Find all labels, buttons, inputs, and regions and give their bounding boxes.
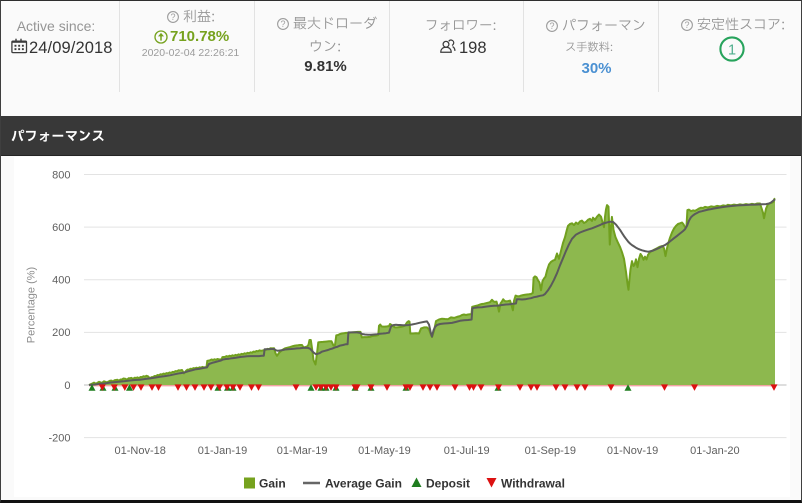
svg-text:Percentage (%): Percentage (%) [26, 267, 38, 343]
svg-text:Gain: Gain [259, 477, 286, 491]
svg-text:400: 400 [52, 275, 70, 287]
svg-text:Withdrawal: Withdrawal [501, 477, 565, 491]
svg-text:?: ? [549, 21, 554, 31]
svg-text:1: 1 [727, 42, 735, 58]
svg-text:?: ? [684, 20, 689, 30]
svg-text:Average Gain: Average Gain [325, 477, 402, 491]
svg-text:01-Nov-18: 01-Nov-18 [115, 445, 166, 457]
svg-text:01-Jan-20: 01-Jan-20 [690, 445, 740, 457]
svg-text:?: ? [280, 19, 285, 29]
svg-text:01-Mar-19: 01-Mar-19 [277, 445, 328, 457]
svg-text:01-Jan-19: 01-Jan-19 [198, 445, 248, 457]
svg-text:01-Sep-19: 01-Sep-19 [525, 445, 576, 457]
svg-text:-200: -200 [48, 432, 70, 444]
svg-text:800: 800 [52, 169, 70, 181]
svg-text:600: 600 [52, 222, 70, 234]
svg-text:0: 0 [64, 380, 70, 392]
svg-text:01-Nov-19: 01-Nov-19 [607, 445, 658, 457]
svg-text:200: 200 [52, 327, 70, 339]
svg-text:01-May-19: 01-May-19 [358, 445, 411, 457]
svg-text:01-Jul-19: 01-Jul-19 [444, 445, 490, 457]
svg-text:Deposit: Deposit [426, 477, 470, 491]
svg-text:?: ? [170, 12, 175, 22]
